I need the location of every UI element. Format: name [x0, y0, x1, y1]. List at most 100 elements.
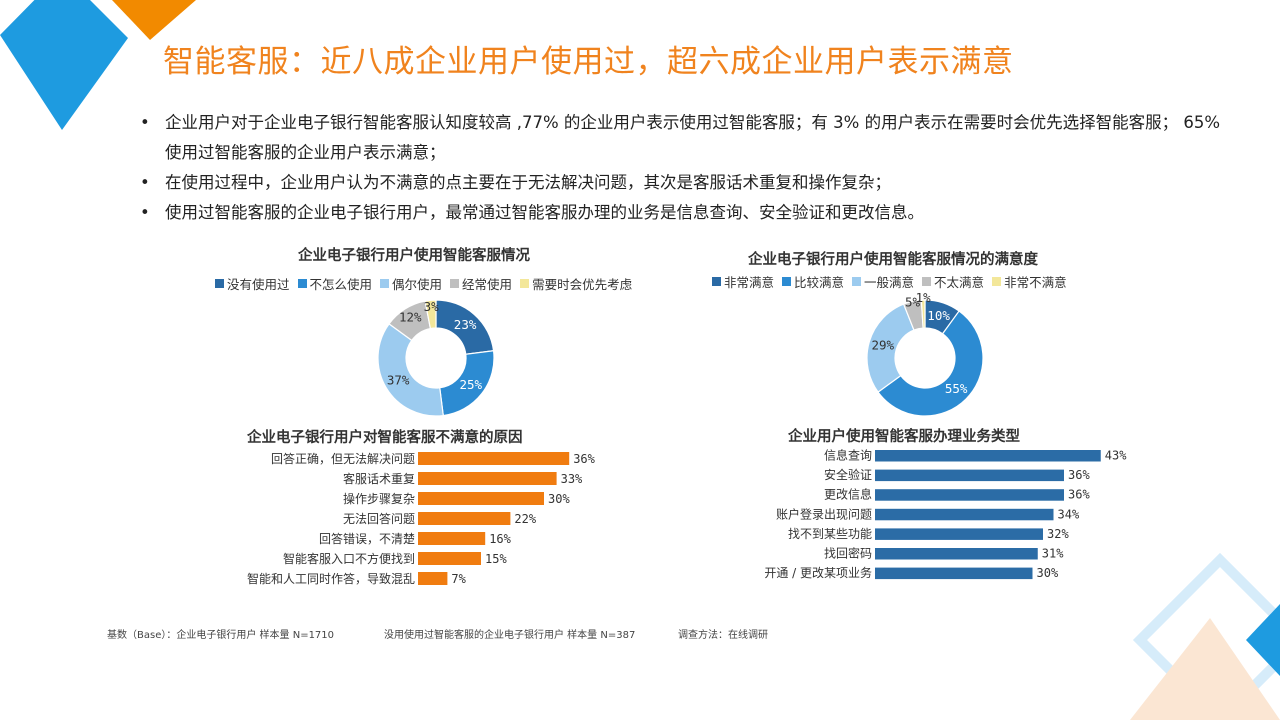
bar — [418, 452, 570, 465]
bar-value-label: 33% — [561, 472, 583, 486]
legend-item: 比较满意 — [782, 272, 844, 291]
bar-value-label: 43% — [1105, 449, 1127, 463]
legend-item: 非常满意 — [712, 272, 774, 291]
legend-label: 非常不满意 — [1004, 275, 1067, 290]
orange-triangle-shape — [112, 0, 196, 40]
legend-label: 不太满意 — [934, 275, 985, 290]
donut-data-label: 5% — [905, 294, 921, 309]
bar-category-label: 账户登录出现问题 — [776, 506, 872, 521]
bar-value-label: 32% — [1047, 527, 1069, 541]
bar — [875, 528, 1043, 540]
donut-data-label: 1% — [916, 293, 932, 305]
bar-category-label: 更改信息 — [824, 487, 872, 502]
bar-category-label: 信息查询 — [824, 448, 872, 463]
summary-item: 使用过智能客服的企业电子银行用户，最常通过智能客服办理的业务是信息查询、安全验证… — [140, 198, 1220, 228]
legend-label: 偶尔使用 — [392, 277, 443, 292]
bar-value-label: 36% — [1068, 488, 1090, 502]
bar-category-label: 安全验证 — [824, 467, 872, 482]
bar-category-label: 开通 / 更改某项业务 — [764, 565, 872, 580]
legend-swatch — [450, 279, 460, 288]
bar-value-label: 31% — [1042, 547, 1064, 561]
page-title: 智能客服：近八成企业用户使用过，超六成企业用户表示满意 — [163, 44, 1014, 80]
bar-value-label: 30% — [548, 492, 570, 506]
legend-item: 需要时会优先考虑 — [520, 274, 632, 293]
bar-category-label: 回答错误，不清楚 — [319, 531, 415, 546]
reasons-chart-title: 企业电子银行用户对智能客服不满意的原因 — [247, 430, 523, 446]
summary-item: 在使用过程中，企业用户认为不满意的点主要在于无法解决问题，其次是客服话术重复和操… — [140, 168, 1220, 198]
bar-category-label: 找回密码 — [824, 546, 872, 561]
bar — [418, 492, 544, 505]
footnote-base: 基数（Base）：企业电子银行用户 样本量 N=1710 — [107, 630, 335, 641]
legend-label: 非常满意 — [724, 275, 775, 290]
bar-value-label: 34% — [1058, 507, 1080, 521]
summary-item: 企业用户对于企业电子银行智能客服认知度较高 ,77% 的企业用户表示使用过智能客… — [140, 108, 1220, 168]
legend-label: 比较满意 — [794, 275, 845, 290]
legend-swatch — [297, 279, 307, 288]
bar-category-label: 智能客服入口不方便找到 — [283, 551, 415, 566]
blue-diamond-shape — [0, 0, 128, 130]
bar — [875, 508, 1054, 521]
satisfaction-chart-title: 企业电子银行用户使用智能客服情况的满意度 — [748, 252, 1038, 268]
bar — [875, 489, 1064, 501]
bar — [875, 469, 1064, 482]
legend-swatch — [852, 277, 862, 286]
bar-value-label: 36% — [573, 452, 595, 466]
satisfaction-donut-chart: 10% 55% 29% 5%1% — [866, 293, 984, 417]
bar — [418, 512, 511, 525]
corner-decoration-bottom-right — [1130, 552, 1280, 720]
legend-label: 一般满意 — [864, 275, 915, 290]
bar-category-label: 无法回答问题 — [343, 511, 415, 526]
footnote-method: 调查方法：在线调研 — [678, 630, 768, 641]
blue-corner-shape — [1246, 604, 1280, 676]
bar — [418, 532, 486, 545]
legend-label: 经常使用 — [462, 277, 513, 292]
legend-item: 非常不满意 — [992, 272, 1067, 291]
legend-swatch — [520, 279, 530, 288]
business-bar-chart: 信息查询 43% 安全验证 36% 更改信息 36% 账户登录出现问题 34% 找不到某些功能 3… — [764, 448, 1127, 581]
peach-triangle-shape — [1130, 618, 1280, 720]
bar — [875, 450, 1101, 462]
bar — [418, 552, 481, 565]
summary-list: 企业用户对于企业电子银行智能客服认知度较高 ,77% 的企业用户表示使用过智能客… — [140, 108, 1220, 228]
donut-slice — [377, 323, 444, 417]
donut-data-label: 29% — [871, 338, 894, 353]
donut-slice — [866, 303, 915, 393]
legend-label: 需要时会优先考虑 — [532, 277, 633, 292]
footnote-sample: 没用使用过智能客服的企业电子银行用户 样本量 N=387 — [384, 630, 636, 641]
donut-data-label: 3% — [424, 299, 440, 314]
usage-chart-legend: 没有使用过 不怎么使用 偶尔使用 经常使用 需要时会优先考虑 — [215, 274, 632, 293]
bar — [875, 548, 1038, 560]
legend-item: 不怎么使用 — [297, 274, 373, 293]
bar-category-label: 回答正确，但无法解决问题 — [271, 451, 415, 466]
legend-swatch — [922, 277, 932, 286]
bar-value-label: 15% — [485, 552, 507, 566]
bar-value-label: 36% — [1068, 468, 1090, 482]
legend-item: 不太满意 — [922, 272, 984, 291]
bar-category-label: 操作步骤复杂 — [343, 491, 415, 506]
bar-value-label: 22% — [514, 512, 536, 526]
bar — [418, 472, 557, 485]
legend-swatch — [380, 279, 390, 288]
legend-swatch — [712, 277, 721, 286]
donut-data-label: 55% — [945, 381, 968, 396]
donut-data-label: 12% — [399, 309, 422, 324]
bar-category-label: 智能和人工同时作答，导致混乱 — [247, 571, 415, 586]
legend-label: 没有使用过 — [227, 277, 290, 292]
bar-value-label: 16% — [489, 532, 511, 546]
donut-data-label: 25% — [459, 377, 482, 392]
bar-value-label: 7% — [451, 572, 466, 586]
bar-category-label: 找不到某些功能 — [788, 527, 872, 541]
donut-slice — [920, 299, 926, 329]
legend-item: 偶尔使用 — [380, 274, 442, 293]
legend-label: 不怎么使用 — [309, 277, 373, 292]
bar-category-label: 客服话术重复 — [343, 471, 415, 486]
legend-item: 没有使用过 — [215, 274, 290, 293]
bar — [875, 567, 1033, 580]
donut-data-label: 10% — [927, 308, 950, 323]
legend-swatch — [782, 277, 792, 286]
donut-data-label: 23% — [454, 317, 477, 332]
bar — [418, 572, 448, 585]
usage-chart-title: 企业电子银行用户使用智能客服情况 — [298, 248, 530, 264]
satisfaction-chart-legend: 非常满意 比较满意 一般满意 不太满意 非常不满意 — [712, 272, 1067, 291]
bar-value-label: 30% — [1037, 566, 1059, 580]
